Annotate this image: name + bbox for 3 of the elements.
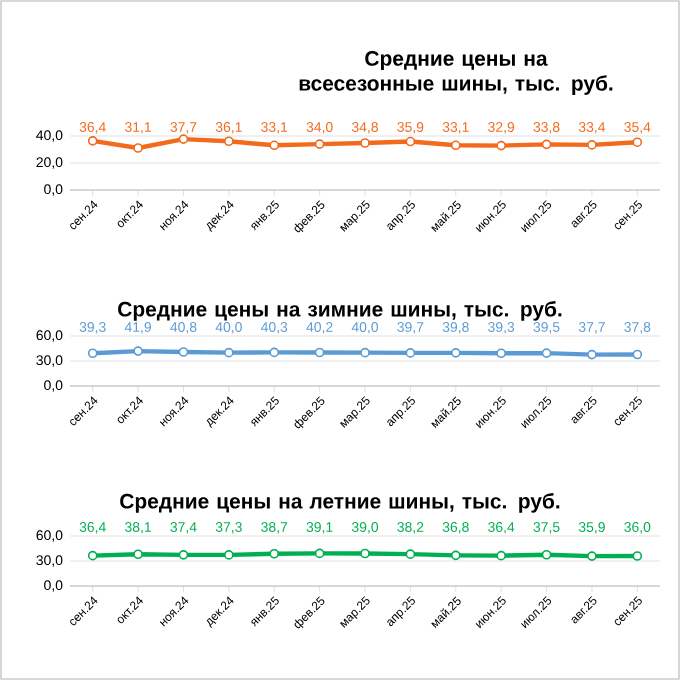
chart-title: Средние цены на летние шины, тыс. руб. [120, 493, 560, 513]
chart-title: Средние цены на зимние шины, тыс. руб. [118, 301, 562, 321]
chart-title: Средние цены на всесезонные шины, тыс. руб. [299, 51, 613, 95]
